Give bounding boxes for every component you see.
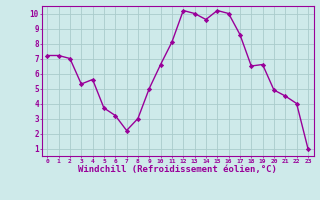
X-axis label: Windchill (Refroidissement éolien,°C): Windchill (Refroidissement éolien,°C) xyxy=(78,165,277,174)
